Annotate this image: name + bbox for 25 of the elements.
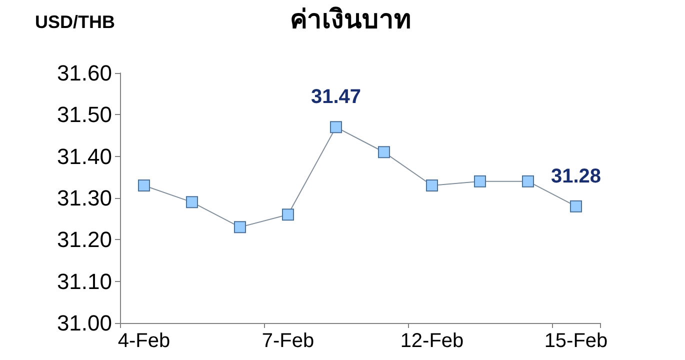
point <box>426 180 438 192</box>
chart-title: ค่าเงินบาท <box>290 5 411 35</box>
point <box>522 175 534 188</box>
point <box>186 196 198 208</box>
point <box>570 200 582 212</box>
x-tick-label: 15-Feb <box>544 330 608 352</box>
y-tick-label: 31.20 <box>56 227 112 252</box>
point <box>474 175 486 188</box>
x-tick-label: 12-Feb <box>400 330 464 352</box>
point <box>282 208 294 221</box>
x-tick-label: 7-Feb <box>262 330 314 352</box>
data-label: 31.47 <box>310 86 362 108</box>
y-tick-label: 31.00 <box>56 310 112 336</box>
y-axis-title: USD/THB <box>35 12 115 32</box>
data-label: 31.28 <box>550 165 602 188</box>
y-tick-label: 31.30 <box>56 186 112 210</box>
point <box>138 180 150 192</box>
y-tick-label: 31.50 <box>56 102 112 128</box>
y-tick-label: 31.10 <box>56 268 112 294</box>
point <box>378 146 390 158</box>
x-tick-label: 4-Feb <box>118 330 170 352</box>
y-tick-label: 31.40 <box>56 144 112 169</box>
point <box>234 221 246 234</box>
y-tick-label: 31.60 <box>56 60 112 86</box>
point <box>330 121 342 134</box>
